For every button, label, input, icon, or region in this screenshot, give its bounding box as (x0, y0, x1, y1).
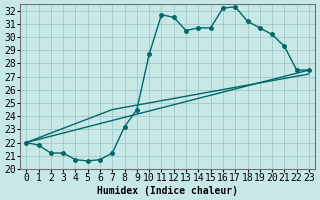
X-axis label: Humidex (Indice chaleur): Humidex (Indice chaleur) (97, 186, 238, 196)
